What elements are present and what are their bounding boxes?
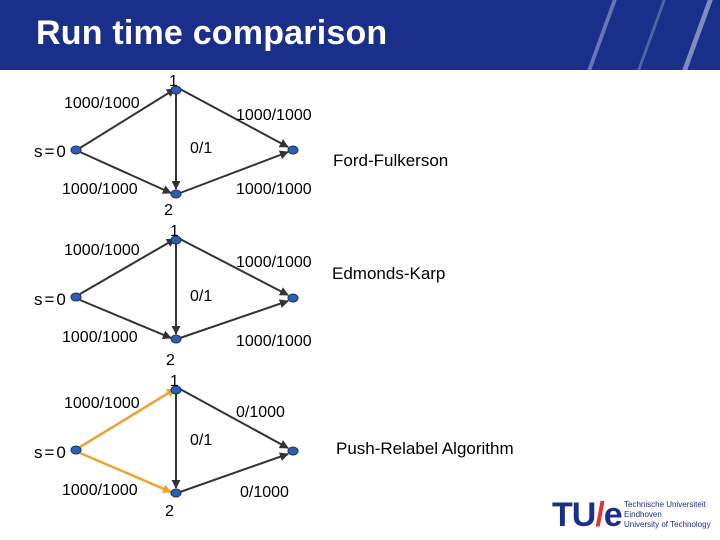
edge-label-2-to-t: 0/1000 — [240, 484, 289, 501]
node-source — [70, 292, 82, 302]
logo-wordmark: TU/e — [552, 496, 623, 534]
edge-label-1-to-t: 1000/1000 — [236, 254, 312, 271]
edge-label-1-to-2: 0/1 — [190, 288, 212, 305]
edge-label-2-to-t: 1000/1000 — [236, 181, 312, 198]
edge-label-1-to-t: 0/1000 — [236, 404, 285, 421]
edge-label-s-to-2: 1000/1000 — [62, 329, 138, 346]
node-2-label: 2 — [164, 202, 173, 219]
algorithm-label: Push-Relabel Algorithm — [336, 439, 514, 458]
node-1-label: 1 — [169, 73, 178, 90]
node-2 — [170, 488, 182, 498]
edge-label-s-to-1: 1000/1000 — [64, 95, 140, 112]
node-2-label: 2 — [165, 503, 174, 520]
source-label: s=0 — [34, 142, 68, 161]
algorithm-label: Edmonds-Karp — [332, 264, 445, 283]
edge-1-to-t — [179, 88, 289, 148]
edge-label-s-to-2: 1000/1000 — [62, 482, 138, 499]
tue-logo: TU/e Technische Universiteit Eindhoven U… — [552, 495, 717, 535]
edge-label-1-to-2: 0/1 — [190, 140, 212, 157]
edge-label-1-to-2: 0/1 — [190, 432, 212, 449]
node-1-label: 1 — [170, 223, 179, 240]
node-1-label: 1 — [170, 373, 179, 390]
logo-subtitle: Technische Universiteit Eindhoven Univer… — [624, 500, 711, 529]
edmonds-karp-network: s=0 1 2 1000/1000 1000/1000 0/1 1000/100… — [34, 223, 445, 369]
slide-title: Run time comparison — [36, 14, 388, 52]
node-2 — [170, 189, 182, 199]
edge-1-to-t — [179, 238, 289, 296]
node-1 — [170, 385, 182, 395]
node-2-label: 2 — [166, 352, 175, 369]
edge-s-to-1 — [79, 238, 176, 295]
edge-label-s-to-1: 1000/1000 — [64, 242, 140, 259]
edge-2-to-t — [179, 150, 289, 194]
node-source — [70, 445, 82, 455]
edge-label-s-to-1: 1000/1000 — [64, 395, 140, 412]
source-label: s=0 — [34, 290, 68, 309]
edge-2-to-t — [179, 299, 289, 339]
node-sink — [287, 145, 299, 155]
edge-s-to-2 — [79, 451, 172, 494]
node-1 — [170, 235, 182, 245]
source-label: s=0 — [34, 443, 68, 462]
algorithm-label: Ford-Fulkerson — [333, 151, 448, 170]
node-sink — [287, 446, 299, 456]
push-relabel-network: s=0 1 2 1000/1000 0/1000 0/1 1000/1000 0… — [34, 373, 514, 520]
ford-fulkerson-network: s=0 1 2 1000/1000 1000/1000 0/1 1000/100… — [34, 73, 448, 219]
title-bar: Run time comparison — [0, 0, 720, 70]
node-sink — [287, 293, 299, 303]
edge-s-to-2 — [79, 299, 172, 340]
edge-label-s-to-2: 1000/1000 — [62, 181, 138, 198]
edge-label-1-to-t: 1000/1000 — [236, 107, 312, 124]
edge-s-to-1 — [79, 387, 176, 449]
edge-label-2-to-t: 1000/1000 — [236, 333, 312, 350]
edge-1-to-t — [179, 388, 289, 449]
edge-2-to-t — [179, 452, 289, 493]
node-2 — [170, 334, 182, 344]
node-source — [70, 145, 82, 155]
edge-s-to-2 — [79, 151, 172, 194]
node-1 — [170, 85, 182, 95]
edge-s-to-1 — [79, 88, 176, 149]
